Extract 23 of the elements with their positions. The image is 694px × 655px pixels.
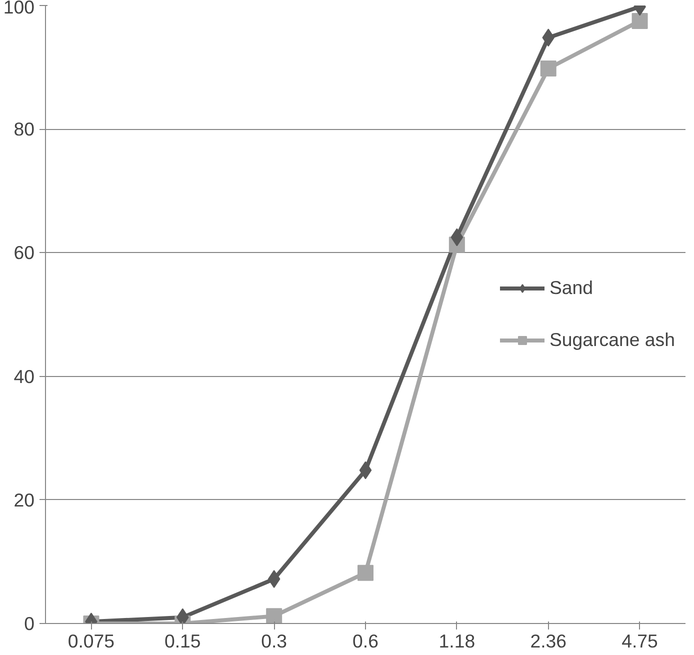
legend-label: Sugarcane ash — [549, 329, 675, 351]
point — [450, 228, 464, 246]
point — [266, 608, 282, 624]
x-tick-label: 0.3 — [261, 630, 288, 652]
legend-label: Sand — [549, 277, 594, 299]
x-tick-label: 1.18 — [438, 630, 476, 652]
x-tick-label: 2.36 — [530, 630, 567, 652]
x-tick-label: 0.6 — [352, 630, 378, 652]
point — [358, 564, 374, 581]
y-tick-label: 40 — [14, 366, 35, 387]
x-tick-label: 4.75 — [622, 630, 658, 652]
y-tick-label: 0 — [24, 613, 35, 634]
point — [268, 570, 280, 588]
x-tick-label: 0.15 — [164, 630, 201, 652]
point — [632, 12, 648, 29]
x-tick-label: 0.075 — [68, 630, 115, 652]
y-tick-label: 100 — [3, 0, 35, 18]
point — [540, 60, 556, 77]
y-tick-label: 60 — [14, 242, 35, 264]
y-tick-label: 20 — [14, 489, 35, 510]
point — [542, 28, 555, 47]
point — [359, 461, 372, 480]
y-tick-label: 80 — [14, 118, 35, 140]
